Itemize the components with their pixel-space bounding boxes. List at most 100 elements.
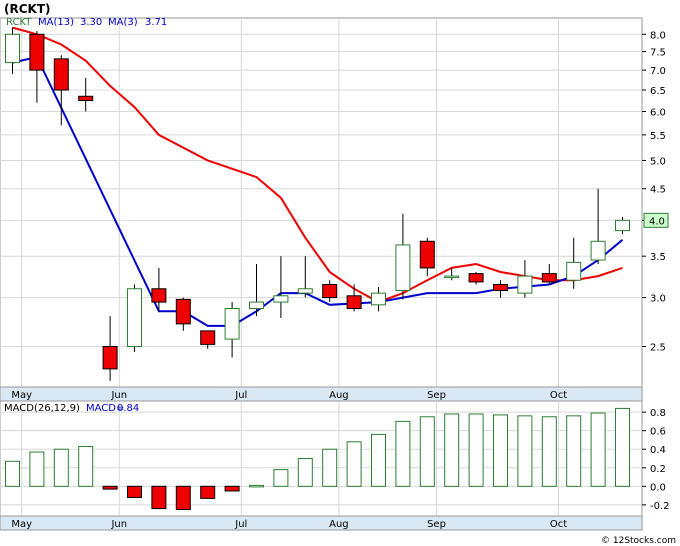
- macd-month-label: Jun: [110, 519, 127, 530]
- macd-bar: [419, 416, 435, 487]
- candle: [566, 237, 582, 289]
- price-x-axis-band: [0, 386, 643, 402]
- macd-bar: [444, 413, 460, 487]
- candle-body: [29, 33, 45, 71]
- candle-body: [200, 330, 216, 345]
- legend-ticker: RCKT: [6, 17, 32, 28]
- candle: [78, 77, 94, 112]
- candle: [200, 330, 216, 349]
- macd-bar: [102, 485, 118, 490]
- candle: [468, 271, 484, 285]
- price-tick-label: 5.0: [650, 156, 666, 167]
- candle-body: [297, 288, 313, 294]
- candle: [517, 260, 533, 298]
- macd-bar: [29, 451, 45, 487]
- macd-x-axis-band: [0, 515, 643, 531]
- price-month-label: Jul: [234, 390, 247, 401]
- candle: [444, 267, 460, 281]
- candle: [541, 263, 557, 285]
- candle-body: [346, 295, 362, 310]
- macd-panel-frame: [0, 400, 643, 517]
- candle: [590, 188, 606, 264]
- candle-body: [151, 288, 167, 303]
- macd-histogram: [5, 407, 630, 511]
- candle: [273, 256, 289, 319]
- macd-bar: [249, 484, 264, 488]
- macd-bar: [566, 415, 582, 487]
- candle: [615, 217, 630, 235]
- candle-body: [224, 308, 240, 340]
- candle: [151, 267, 167, 312]
- macd-tick-label: 0.8: [650, 408, 666, 419]
- price-x-axis: May Jun Jul Aug Sep Oct: [11, 390, 567, 401]
- macd-tick-label: 0.0: [650, 482, 666, 493]
- price-tick-label: 7.0: [650, 66, 666, 77]
- candle-body: [541, 273, 557, 283]
- macd-bar: [322, 448, 338, 487]
- legend-ma3-value: 3.71: [145, 17, 167, 28]
- macd-tick-label: 0.4: [650, 445, 666, 456]
- macd-panel: -0.2 0.0 0.2 0.4 0.6 0.8 May Jun Jul Aug Sep Oct M…: [0, 400, 670, 531]
- candle-body: [78, 95, 94, 102]
- price-month-label: Sep: [427, 390, 446, 401]
- macd-bar: [468, 413, 484, 487]
- macd-tick-label: 0.6: [650, 427, 666, 438]
- price-tick-label: 5.5: [650, 131, 666, 142]
- candle-body: [419, 240, 435, 269]
- candle: [371, 287, 386, 312]
- candle-body: [517, 275, 533, 294]
- candle-body: [127, 288, 142, 348]
- macd-month-label: Sep: [427, 519, 446, 530]
- macd-bar: [78, 445, 94, 487]
- macd-month-label: Jul: [234, 519, 247, 530]
- credit-text: © 12Stocks.com: [601, 536, 676, 546]
- macd-x-axis: May Jun Jul Aug Sep Oct: [11, 519, 567, 530]
- price-month-label: May: [11, 390, 32, 401]
- candle-body: [371, 292, 386, 306]
- price-tick-label: 6.5: [650, 86, 666, 97]
- price-month-label: Aug: [329, 390, 349, 401]
- macd-bar: [541, 416, 557, 487]
- price-tick-label: 8.0: [650, 30, 666, 41]
- macd-tick-label: 0.2: [650, 464, 666, 475]
- last-price-marker: 4.0: [643, 212, 669, 228]
- candle: [102, 316, 118, 381]
- candle: [127, 284, 142, 352]
- candle-body: [615, 219, 630, 232]
- candle: [346, 284, 362, 312]
- macd-bar: [346, 441, 362, 487]
- chart-title: (RCKT): [4, 2, 51, 16]
- macd-bar: [53, 448, 69, 487]
- candle: [29, 30, 45, 103]
- macd-month-label: Aug: [329, 519, 349, 530]
- candle: [53, 55, 69, 126]
- macd-grid: [0, 401, 642, 516]
- macd-month-label: May: [11, 519, 32, 530]
- candle: [297, 256, 313, 298]
- last-price-box: [643, 212, 669, 228]
- macd-bar: [200, 485, 216, 499]
- legend-ma3-label: MA(3): [108, 17, 138, 28]
- macd-legend-params: MACD(26,12,9): [4, 403, 80, 414]
- macd-bar: [175, 485, 191, 511]
- candle: [419, 237, 435, 277]
- price-tick-label: 2.5: [650, 343, 666, 354]
- price-tick-label: 3.5: [650, 252, 666, 263]
- candle-body: [444, 275, 460, 279]
- candle-body: [493, 283, 508, 292]
- macd-legend: MACD(26,12,9) MACD= 0.84: [4, 403, 139, 414]
- macd-bar: [395, 420, 411, 487]
- price-legend: RCKT MA(13) 3.30 MA(3) 3.71: [6, 17, 167, 28]
- macd-legend-value: 0.84: [117, 403, 139, 414]
- price-panel-frame: [0, 17, 643, 388]
- price-tick-label: 3.0: [650, 294, 666, 305]
- macd-tick-label: -0.2: [650, 501, 670, 512]
- price-grid: [0, 18, 642, 387]
- legend-ma13-label: MA(13): [38, 17, 74, 28]
- last-price-label: 4.0: [649, 216, 665, 227]
- candle-body: [590, 240, 606, 261]
- candle-body: [566, 261, 582, 281]
- candle-body: [102, 346, 118, 370]
- candle-body: [249, 301, 264, 310]
